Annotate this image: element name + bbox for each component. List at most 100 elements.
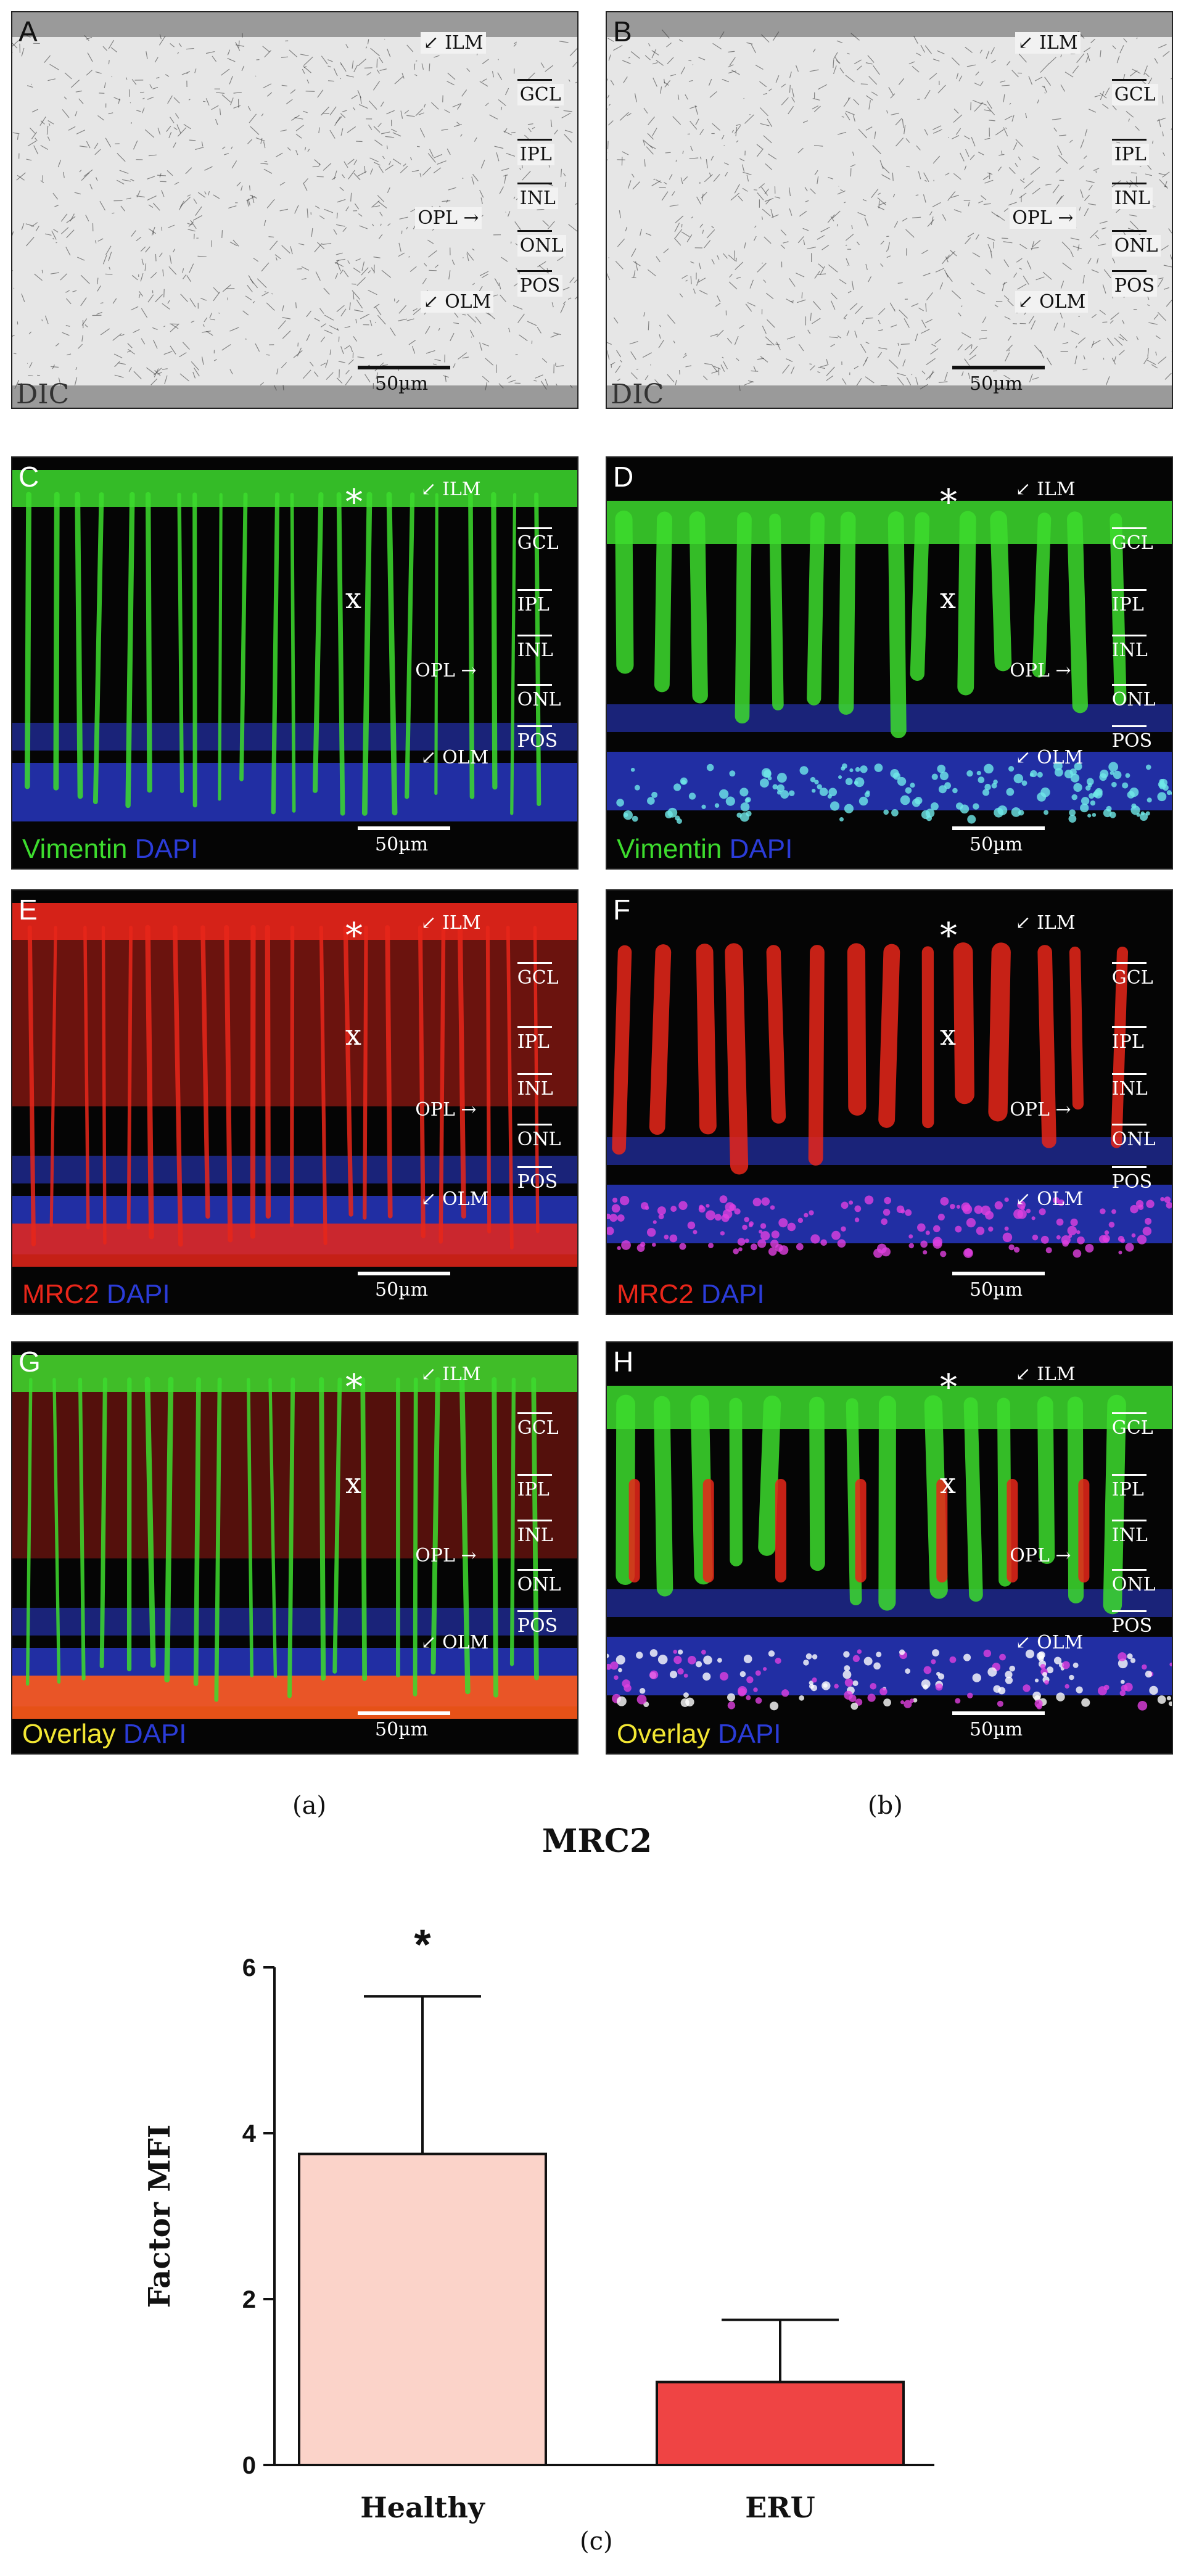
- layer-label-opl: OPL →: [415, 207, 481, 229]
- scale-label: 50µm: [375, 1719, 428, 1740]
- y-tick-label: 0: [242, 2452, 256, 2479]
- stain-name: Overlay: [22, 1719, 116, 1749]
- micrograph-image: [607, 1343, 1173, 1755]
- layer-label-ilm: ↙ ILM: [1015, 479, 1075, 500]
- layer-label-gcl: GCL: [517, 967, 559, 989]
- layer-divider: [1112, 183, 1147, 184]
- micrograph-image: [12, 12, 578, 409]
- scale-bar: [358, 826, 450, 830]
- channel-label: Overlay DAPI: [22, 1719, 187, 1750]
- x-marker: x: [345, 1467, 361, 1500]
- layer-divider: [517, 1569, 552, 1571]
- scale-bar: [952, 826, 1045, 830]
- x-marker: x: [345, 582, 361, 615]
- layer-divider: [517, 962, 552, 964]
- scale-bar: [358, 1272, 450, 1275]
- layer-label-onl: ONL: [517, 235, 566, 257]
- layer-label-olm: ↙ OLM: [421, 1188, 488, 1210]
- layer-label-gcl: GCL: [517, 84, 564, 105]
- layer-label-ilm: ↙ ILM: [1015, 32, 1080, 54]
- layer-label-onl: ONL: [1112, 235, 1161, 257]
- scale-bar: [358, 366, 450, 369]
- scale-label: 50µm: [970, 1279, 1023, 1301]
- panel-letter: F: [613, 893, 630, 926]
- layer-label-inl: INL: [1112, 640, 1148, 661]
- layer-divider: [1112, 527, 1147, 529]
- layer-label-pos: POS: [517, 275, 562, 297]
- layer-label-inl: INL: [517, 640, 553, 661]
- layer-divider: [1112, 230, 1147, 232]
- dapi-name: DAPI: [694, 1279, 765, 1309]
- bar-healthy: [299, 2154, 546, 2465]
- panel-letter: H: [613, 1345, 633, 1378]
- asterisk-marker: *: [940, 1367, 957, 1407]
- scale-bar: [952, 1711, 1045, 1715]
- panel-letter: E: [19, 893, 38, 926]
- asterisk-marker: *: [940, 916, 957, 956]
- layer-label-ilm: ↙ ILM: [421, 479, 480, 500]
- layer-divider: [1112, 725, 1147, 727]
- layer-divider: [1112, 684, 1147, 686]
- scale-label: 50µm: [970, 834, 1023, 855]
- stain-name: MRC2: [22, 1279, 99, 1309]
- layer-divider: [1112, 270, 1147, 272]
- dapi-name: DAPI: [116, 1719, 187, 1749]
- layer-divider: [517, 1474, 552, 1476]
- channel-label-dic: DIC: [611, 379, 664, 409]
- channel-label-dic: DIC: [16, 379, 69, 409]
- x-marker: x: [345, 1018, 361, 1051]
- dapi-name: DAPI: [99, 1279, 170, 1309]
- layer-label-pos: POS: [517, 730, 558, 752]
- stain-name: Vimentin: [617, 834, 722, 864]
- layer-label-ipl: IPL: [517, 144, 554, 165]
- x-marker: x: [940, 1018, 956, 1051]
- layer-divider: [517, 684, 552, 686]
- scale-label: 50µm: [375, 1279, 428, 1301]
- layer-label-pos: POS: [1112, 275, 1157, 297]
- dapi-name: DAPI: [722, 834, 793, 864]
- scale-label: 50µm: [970, 373, 1023, 395]
- channel-label: Vimentin DAPI: [617, 834, 793, 865]
- layer-divider: [1112, 635, 1147, 636]
- layer-divider: [517, 270, 552, 272]
- bar-eru: [657, 2382, 904, 2466]
- layer-label-gcl: GCL: [517, 1417, 559, 1439]
- layer-divider: [1112, 1073, 1147, 1075]
- layer-label-onl: ONL: [517, 1129, 561, 1150]
- caption-a: (a): [292, 1792, 326, 1820]
- layer-divider: [517, 527, 552, 529]
- layer-label-inl: INL: [517, 1078, 553, 1100]
- layer-label-gcl: GCL: [1112, 532, 1153, 554]
- stain-name: Overlay: [617, 1719, 710, 1749]
- x-marker: x: [940, 582, 956, 615]
- layer-divider: [1112, 589, 1147, 591]
- layer-label-opl: OPL →: [1010, 1545, 1071, 1566]
- layer-divider: [1112, 1412, 1147, 1414]
- layer-label-olm: ↙ OLM: [1015, 1188, 1083, 1210]
- layer-label-opl: OPL →: [1010, 1099, 1071, 1121]
- panel-letter: G: [19, 1345, 41, 1378]
- significance-marker: *: [414, 1920, 431, 1969]
- x-marker: x: [940, 1467, 956, 1500]
- layer-divider: [517, 1026, 552, 1028]
- y-tick-label: 4: [242, 2120, 257, 2147]
- layer-label-olm: ↙ OLM: [1015, 1632, 1083, 1653]
- layer-divider: [517, 1073, 552, 1075]
- layer-label-olm: ↙ OLM: [421, 1632, 488, 1653]
- layer-divider: [517, 1124, 552, 1125]
- layer-label-pos: POS: [1112, 1171, 1152, 1193]
- layer-label-olm: ↙ OLM: [421, 747, 488, 768]
- layer-label-olm: ↙ OLM: [421, 291, 493, 313]
- layer-label-ipl: IPL: [1112, 144, 1149, 165]
- layer-label-gcl: GCL: [517, 532, 559, 554]
- layer-label-ipl: IPL: [1112, 594, 1144, 615]
- asterisk-marker: *: [345, 1367, 363, 1407]
- layer-label-opl: OPL →: [415, 1545, 476, 1566]
- layer-divider: [517, 230, 552, 232]
- layer-label-onl: ONL: [517, 689, 561, 710]
